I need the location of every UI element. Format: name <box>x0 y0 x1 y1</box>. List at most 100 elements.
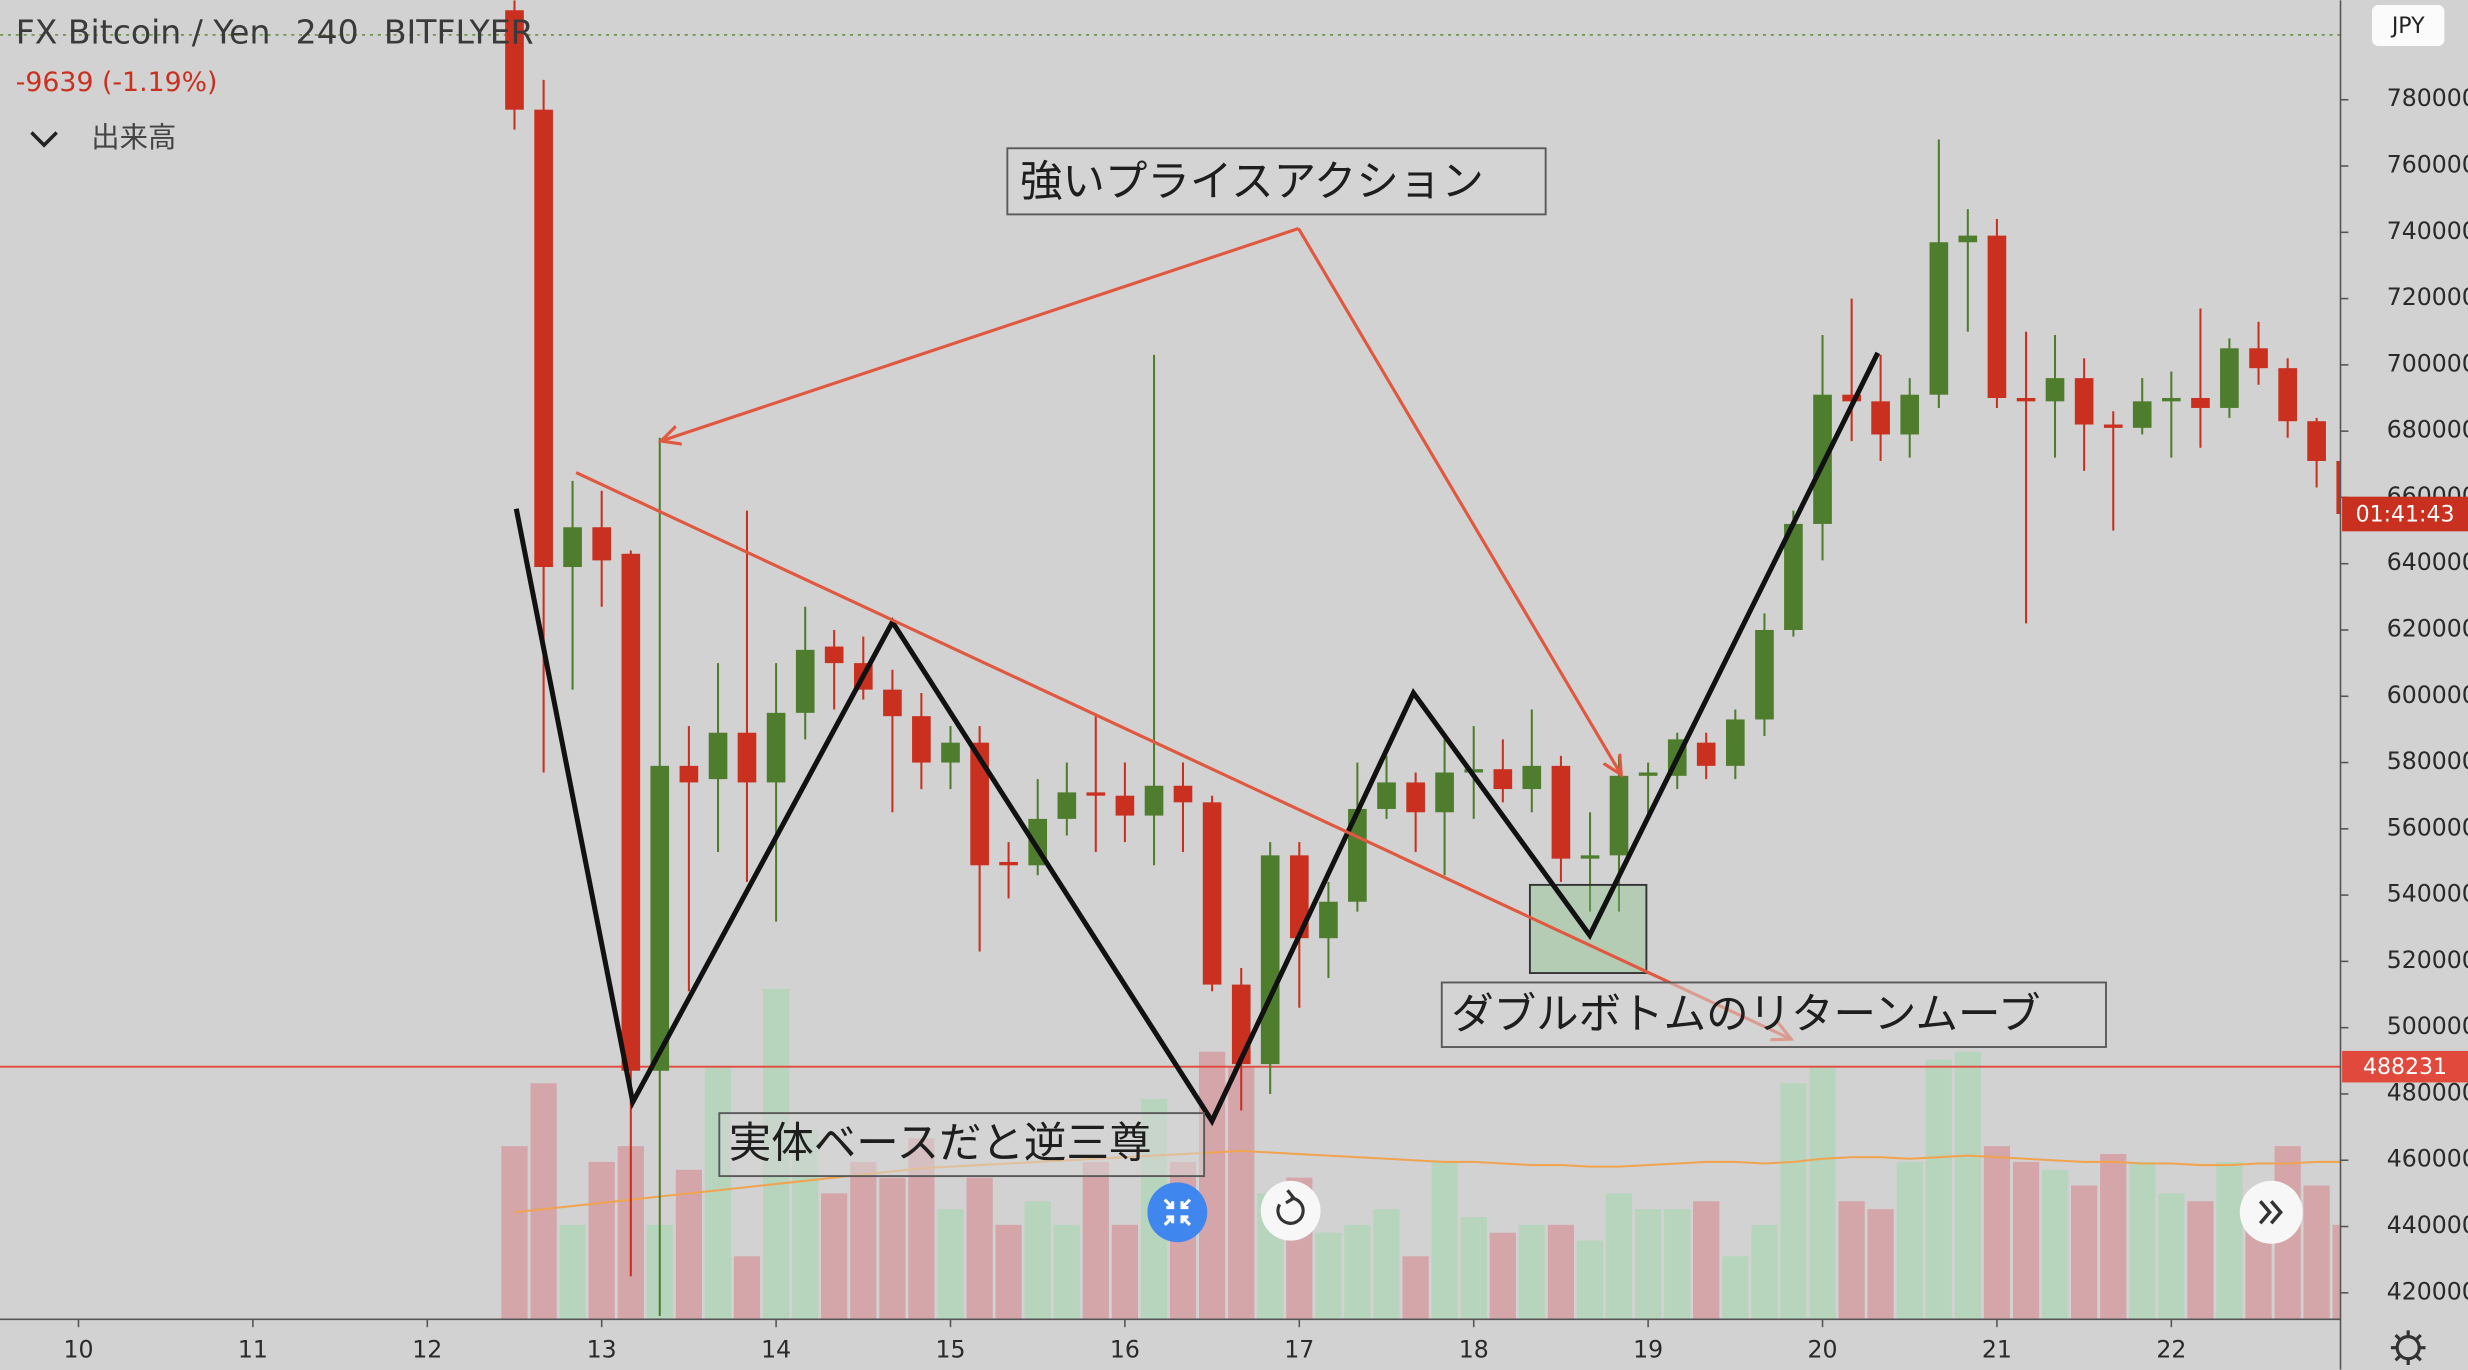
candle-body <box>1551 765 1571 859</box>
candle-body <box>970 742 989 866</box>
volume-bar <box>2187 1201 2214 1320</box>
x-tick-label: 19 <box>1633 1335 1663 1363</box>
volume-bar <box>1605 1193 1633 1320</box>
x-tick-label: 15 <box>935 1335 965 1363</box>
candle-body <box>941 742 960 763</box>
volume-bar <box>1664 1209 1691 1320</box>
volume-bar <box>1024 1201 1051 1320</box>
volume-bar <box>1373 1209 1400 1320</box>
collapse-toggle[interactable] <box>30 131 58 148</box>
y-tick-label: 540000 <box>2387 880 2468 908</box>
y-tick-label: 460000 <box>2387 1145 2468 1173</box>
candle-body <box>883 689 902 717</box>
volume-bar <box>2303 1185 2330 1320</box>
countdown-badge <box>2342 496 2468 532</box>
candle-body <box>621 553 641 1071</box>
candle-body <box>1435 772 1454 813</box>
candle-body <box>1638 772 1658 776</box>
volume-bar <box>588 1161 615 1320</box>
volume-bar <box>1809 1067 1836 1320</box>
x-tick-label: 13 <box>587 1335 617 1363</box>
candle-body <box>1871 401 1890 435</box>
volume-bar <box>879 1177 906 1320</box>
candle-body <box>2162 398 2181 402</box>
candle-body <box>737 732 757 783</box>
currency-label: JPY <box>2390 14 2425 39</box>
volume-bar <box>1489 1232 1516 1320</box>
candle-body <box>1057 792 1077 819</box>
volume-bar <box>1867 1209 1894 1320</box>
scroll-right-button[interactable] <box>2239 1180 2303 1244</box>
x-tick-label: 16 <box>1110 1335 1140 1363</box>
arrow <box>1297 227 1622 775</box>
y-tick-label: 720000 <box>2387 283 2468 311</box>
candle-body <box>2220 348 2239 408</box>
x-tick-label: 11 <box>238 1335 268 1363</box>
candle-body <box>1755 629 1774 720</box>
candle-body <box>2336 460 2341 514</box>
volume-bar <box>704 1067 732 1320</box>
candle-body <box>1987 235 2007 399</box>
candle-body <box>1115 795 1135 816</box>
currency-button[interactable] <box>2371 5 2445 46</box>
volume-bar <box>1693 1201 1720 1320</box>
volume-bar <box>1315 1232 1342 1320</box>
annotations: 強いプライスアクション ダブルボトムのリターンムーブ 実体ベースだと逆三尊 <box>513 147 2107 1178</box>
x-tick-label: 20 <box>1808 1335 1838 1363</box>
price-line-badge <box>2342 1050 2468 1083</box>
x-tick-label: 14 <box>761 1335 791 1363</box>
candle-body <box>1929 242 1949 395</box>
volume-bar <box>1983 1146 2011 1320</box>
candle-body <box>2103 424 2123 428</box>
candle-body <box>1173 785 1193 803</box>
volume-bar <box>2071 1185 2098 1320</box>
x-tick-label: 18 <box>1459 1335 1489 1363</box>
x-tick-label: 22 <box>2156 1335 2186 1363</box>
volume-bar <box>1722 1256 1749 1320</box>
candle-body <box>1260 855 1280 1065</box>
y-tick-label: 440000 <box>2387 1211 2468 1239</box>
volume-bar <box>850 1161 877 1320</box>
volume-bar <box>821 1193 848 1320</box>
volume-bar <box>1344 1224 1371 1320</box>
annotation-box <box>1440 981 2107 1048</box>
price-change: -9639 (-1.19%) <box>16 67 218 98</box>
volume-bar <box>1111 1224 1139 1320</box>
volume-bar <box>1460 1217 1487 1320</box>
candle-body <box>1406 782 1425 813</box>
y-tick-label: 760000 <box>2387 151 2468 179</box>
reset-button[interactable] <box>1260 1180 1321 1241</box>
candle-body <box>1231 984 1251 1065</box>
candle-body <box>1348 808 1367 902</box>
y-tick-label: 780000 <box>2387 84 2468 112</box>
volume-bar <box>1780 1083 1807 1320</box>
volume-bar <box>1431 1161 1458 1320</box>
volume-bar <box>1576 1240 1604 1320</box>
y-tick-label: 500000 <box>2387 1012 2468 1040</box>
volume-bar <box>2100 1154 2127 1320</box>
indicator-label: 出来高 <box>91 121 176 154</box>
volume-bar <box>2041 1169 2069 1320</box>
volume-bar <box>1402 1256 1429 1320</box>
volume-bar <box>937 1209 964 1320</box>
annotation-text: 強いプライスアクション <box>1020 158 1484 207</box>
y-tick-label: 620000 <box>2387 614 2468 642</box>
candle-body <box>1696 742 1716 766</box>
plot-area <box>0 0 2341 1320</box>
candle-body <box>679 765 699 783</box>
volume-bar <box>2332 1224 2341 1320</box>
header: FX Bitcoin / Yen 240 BITFLYER -9639 (-1.19… <box>16 12 534 154</box>
settings-button[interactable] <box>2390 1330 2426 1365</box>
y-tick-label: 520000 <box>2387 946 2468 974</box>
candle-body <box>1086 792 1106 796</box>
candle-body <box>1609 775 1629 856</box>
candle-body <box>1580 855 1600 859</box>
interval: 240 <box>296 12 359 51</box>
y-tick-label: 740000 <box>2387 217 2468 245</box>
fit-button[interactable] <box>1147 1182 1208 1243</box>
zigzag-line <box>513 351 1881 1127</box>
y-tick-label: 560000 <box>2387 813 2468 841</box>
volume-bar <box>995 1224 1022 1320</box>
